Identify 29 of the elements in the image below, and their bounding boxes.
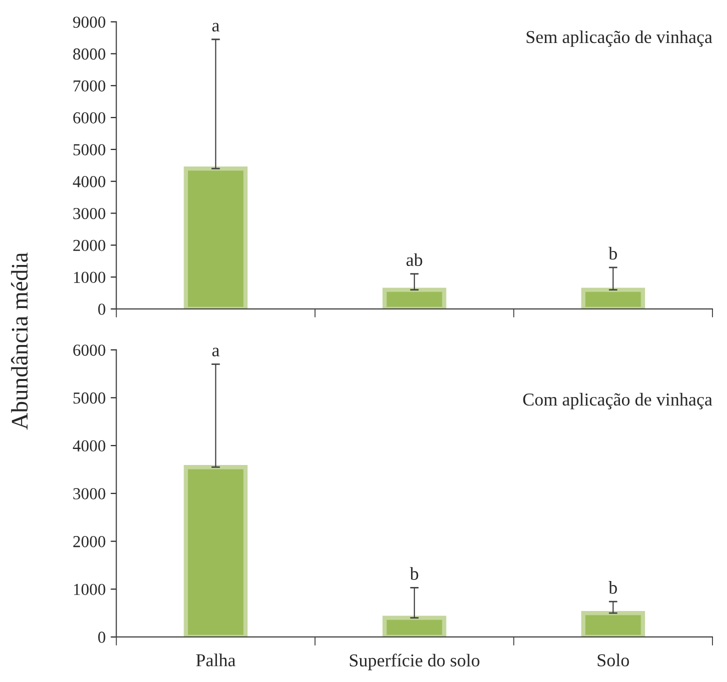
annotation: b — [608, 581, 617, 594]
y-axis-title: Abundância média — [11, 252, 28, 430]
x-tick-label: Palha — [196, 654, 236, 666]
y-tick-label: 5000 — [74, 144, 106, 156]
y-tick-label: 9000 — [73, 16, 106, 28]
y-tick-label: 4000 — [72, 176, 106, 188]
annotation: b — [608, 246, 617, 260]
y-tick-label: 3000 — [73, 208, 106, 220]
annotation: ab — [406, 253, 422, 266]
annotation: Sem aplicação de vinhaça — [526, 30, 712, 47]
y-tick-label: 6000 — [73, 112, 106, 124]
y-tick-label: 7000 — [74, 80, 106, 92]
y-tick-label: 8000 — [73, 48, 106, 60]
annotation: a — [212, 348, 220, 356]
annotation: a — [212, 22, 220, 32]
y-tick-label: 6000 — [73, 344, 106, 356]
y-tick-label: 2000 — [73, 536, 106, 548]
y-tick-label: 1000 — [74, 272, 106, 283]
y-tick-label: 5000 — [74, 392, 106, 404]
y-tick-label: 3000 — [73, 488, 106, 500]
x-tick-label: Solo — [598, 654, 629, 666]
annotation: Com aplicação de vinhaça — [523, 392, 712, 410]
annotation: b — [410, 567, 418, 580]
y-tick-label: 0 — [98, 632, 106, 643]
y-tick-label: 0 — [98, 304, 106, 315]
x-tick-label: Superfície do solo — [350, 654, 480, 670]
y-tick-label: 4000 — [72, 440, 106, 452]
y-tick-label: 1000 — [74, 584, 106, 596]
y-tick-label: 2000 — [73, 240, 106, 252]
